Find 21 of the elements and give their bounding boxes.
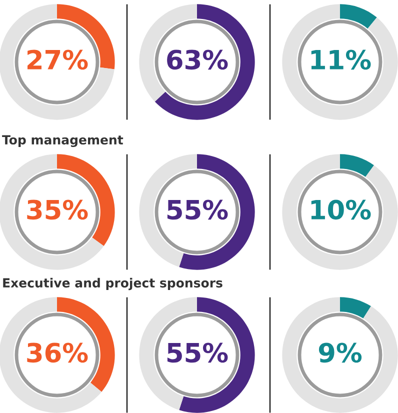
- donut-slice: [340, 4, 377, 29]
- data-label: 11%: [311, 50, 371, 70]
- donut-slice: [154, 4, 255, 120]
- chart-title: Executive and project sponsors: [3, 278, 222, 290]
- data-label: 63%: [167, 50, 228, 70]
- data-label: 35%: [27, 200, 88, 220]
- donut-slice: [340, 297, 371, 318]
- data-label: 10%: [311, 200, 371, 220]
- donut-slice: [0, 154, 104, 270]
- data-label: 36%: [27, 342, 88, 363]
- data-label: 9%: [318, 342, 362, 363]
- donut-slice: [282, 154, 398, 270]
- donut-slice: [282, 4, 398, 120]
- chart-title: Top management: [2, 135, 124, 148]
- donut-slice: [0, 297, 102, 413]
- data-label: 55%: [167, 200, 228, 220]
- data-label: 55%: [167, 342, 228, 363]
- donut-slice: [282, 297, 398, 413]
- donut-slice: [0, 4, 114, 120]
- data-label: 27%: [28, 50, 88, 70]
- donut-slice: [340, 154, 374, 177]
